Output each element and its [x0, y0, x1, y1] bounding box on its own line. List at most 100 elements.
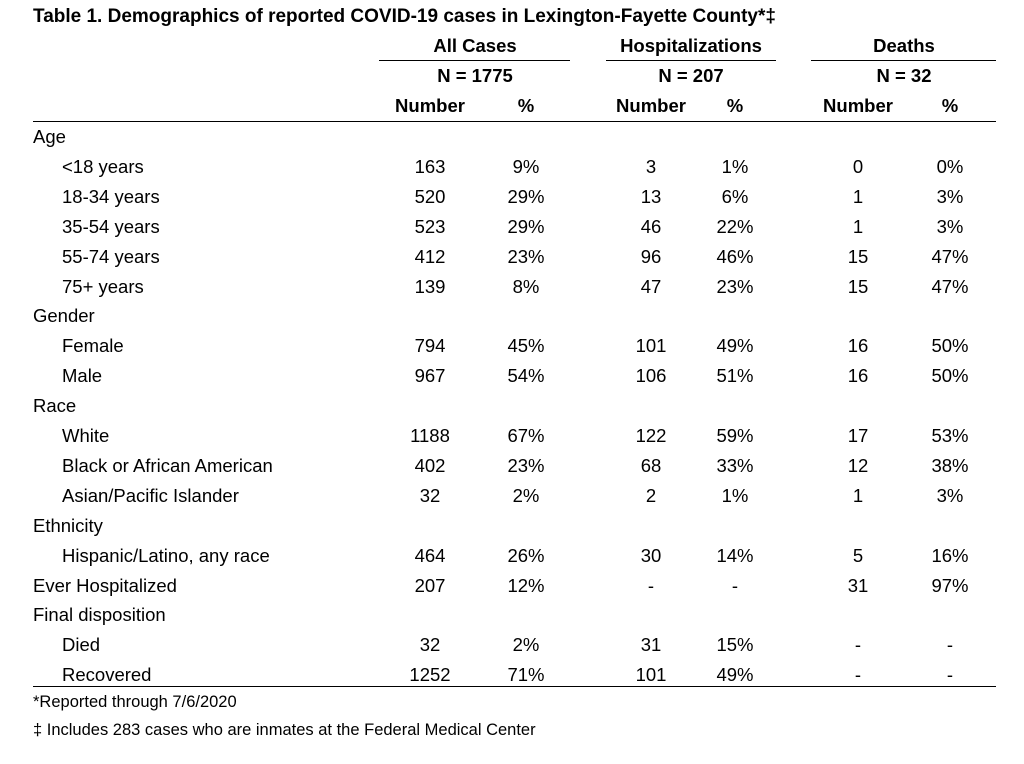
cell-number: 1 [852, 484, 864, 506]
cell-percent: - [731, 574, 739, 596]
cell-percent: 50% [931, 335, 969, 357]
cell-number: 30 [640, 544, 662, 566]
cell-number: 5 [852, 544, 864, 566]
group-n-all-cases: N = 1775 [437, 65, 513, 86]
row-sublabel: <18 years [62, 155, 144, 177]
subheader-number: Number [823, 95, 893, 116]
cell-number: - [647, 574, 655, 596]
cell-number: 139 [414, 275, 446, 297]
cell-number: 32 [419, 484, 441, 506]
cell-number: 3 [645, 155, 657, 177]
cell-percent: 29% [507, 185, 545, 207]
group-header-all-cases: All Cases [433, 35, 517, 56]
cell-number: 1 [852, 215, 864, 237]
group-n-hospitalizations: N = 207 [658, 65, 724, 86]
group-n-deaths: N = 32 [876, 65, 932, 86]
subheader-percent: % [941, 95, 959, 116]
row-sublabel: 75+ years [62, 275, 144, 297]
subheader-number: Number [616, 95, 686, 116]
cell-number: 207 [414, 574, 446, 596]
row-sublabel: Asian/Pacific Islander [62, 484, 239, 506]
cell-percent: 47% [931, 275, 969, 297]
row-sublabel: 18-34 years [62, 185, 160, 207]
cell-number: 46 [640, 215, 662, 237]
cell-number: 106 [635, 365, 667, 387]
cell-number: 967 [414, 365, 446, 387]
row-category-label: Age [33, 126, 66, 147]
row-category-label: Final disposition [33, 604, 166, 626]
cell-percent: 54% [507, 365, 545, 387]
cell-percent: 49% [716, 664, 754, 686]
cell-number: 31 [847, 574, 869, 596]
cell-percent: 9% [512, 155, 540, 177]
cell-number: 523 [414, 215, 446, 237]
cell-number: 2 [645, 484, 657, 506]
cell-percent: 3% [936, 215, 964, 237]
cell-number: 96 [640, 245, 662, 267]
cell-percent: 23% [716, 275, 754, 297]
cell-number: 1252 [409, 664, 451, 686]
cell-percent: 3% [936, 484, 964, 506]
cell-percent: 15% [716, 634, 754, 656]
cell-percent: 71% [507, 664, 545, 686]
cell-number: 520 [414, 185, 446, 207]
row-sublabel: Black or African American [62, 454, 273, 476]
cell-number: 15 [847, 275, 869, 297]
subheader-percent: % [726, 95, 744, 116]
group-underline-all-cases [379, 60, 570, 61]
cell-number: 47 [640, 275, 662, 297]
row-category-label: Ever Hospitalized [33, 574, 177, 596]
cell-number: 101 [635, 664, 667, 686]
cell-number: 0 [852, 155, 864, 177]
cell-percent: 51% [716, 365, 754, 387]
cell-percent: 12% [507, 574, 545, 596]
cell-number: 464 [414, 544, 446, 566]
cell-percent: 53% [931, 425, 969, 446]
cell-percent: 46% [716, 245, 754, 267]
row-sublabel: Hispanic/Latino, any race [62, 544, 270, 566]
cell-percent: 6% [721, 185, 749, 207]
cell-number: 794 [414, 335, 446, 357]
footnote-reported-through: *Reported through 7/6/2020 [33, 693, 237, 711]
cell-number: 12 [847, 454, 869, 476]
cell-percent: 23% [507, 454, 545, 476]
cell-percent: - [946, 664, 954, 686]
cell-number: 402 [414, 454, 446, 476]
cell-percent: 49% [716, 335, 754, 357]
cell-percent: 33% [716, 454, 754, 476]
cell-percent: 29% [507, 215, 545, 237]
cell-number: 163 [414, 155, 446, 177]
cell-number: 15 [847, 245, 869, 267]
group-underline-deaths [811, 60, 996, 61]
header-bottom-rule [33, 121, 996, 122]
cell-percent: 16% [931, 544, 969, 566]
cell-number: - [854, 664, 862, 686]
row-category-label: Race [33, 395, 77, 417]
cell-number: 16 [847, 335, 869, 357]
subheader-number: Number [395, 95, 465, 116]
cell-percent: 67% [507, 425, 545, 446]
cell-percent: 8% [512, 275, 540, 297]
group-underline-hospitalizations [606, 60, 776, 61]
cell-percent: 38% [931, 454, 969, 476]
table-title: Table 1. Demographics of reported COVID-… [33, 6, 776, 27]
cell-number: 1 [852, 185, 864, 207]
row-category-label: Ethnicity [33, 514, 103, 536]
cell-percent: 45% [507, 335, 545, 357]
cell-number: 412 [414, 245, 446, 267]
cell-number: 68 [640, 454, 662, 476]
footnote-inmates: ‡ Includes 283 cases who are inmates at … [33, 721, 536, 739]
cell-number: 122 [635, 425, 667, 446]
row-sublabel: Male [62, 365, 103, 387]
cell-percent: 59% [716, 425, 754, 446]
cell-percent: 1% [721, 155, 749, 177]
row-sublabel: 55-74 years [62, 245, 160, 267]
row-sublabel: 35-54 years [62, 215, 160, 237]
cell-percent: 3% [936, 185, 964, 207]
row-sublabel: Died [62, 634, 101, 656]
cell-number: 17 [847, 425, 869, 446]
cell-percent: 0% [936, 155, 964, 177]
cell-number: 13 [640, 185, 662, 207]
cell-percent: 23% [507, 245, 545, 267]
